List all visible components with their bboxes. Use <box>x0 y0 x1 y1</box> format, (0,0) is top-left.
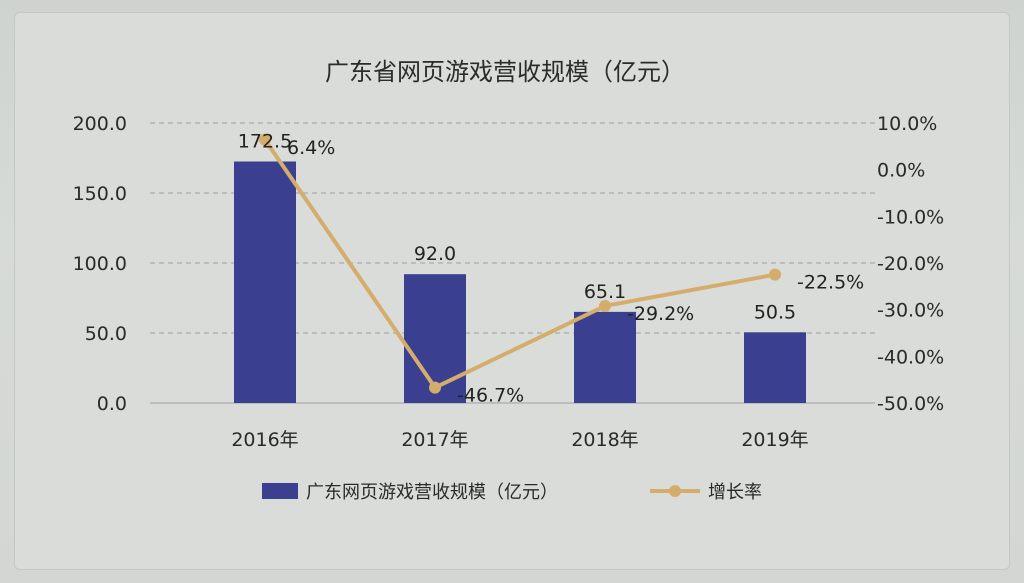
legend: 广东网页游戏营收规模（亿元） 增长率 <box>262 482 762 503</box>
left-y-axis: 0.0 50.0 100.0 150.0 200.0 <box>73 113 127 415</box>
x-tick-label: 2019年 <box>741 429 808 451</box>
line-series <box>259 133 781 394</box>
line-point <box>599 299 611 312</box>
bar <box>404 274 466 403</box>
legend-line-marker <box>669 485 681 497</box>
chart-title: 广东省网页游戏营收规模（亿元） <box>325 58 685 86</box>
growth-rate-label: -46.7% <box>457 385 524 407</box>
right-tick-label: 10.0% <box>877 113 937 135</box>
bar-series <box>234 161 806 403</box>
right-tick-label: -20.0% <box>877 253 944 275</box>
bar-value-label: 92.0 <box>414 243 456 265</box>
right-tick-label: -50.0% <box>877 393 944 415</box>
growth-rate-label: 6.4% <box>287 137 335 159</box>
right-tick-label: -30.0% <box>877 300 944 322</box>
right-y-axis: -50.0% -40.0% -30.0% -20.0% -10.0% 0.0% 10.0% <box>877 113 944 415</box>
right-tick-label: -40.0% <box>877 346 944 368</box>
bar-value-label: 172.5 <box>238 131 292 153</box>
line-point <box>429 381 441 394</box>
bar-value-label: 50.5 <box>754 301 796 323</box>
line-point <box>769 268 781 281</box>
bar <box>744 332 806 403</box>
growth-rate-label: -29.2% <box>627 303 694 325</box>
data-labels: 172.5 92.0 65.1 50.5 6.4% -46.7% -29.2% -22.5% <box>238 131 864 407</box>
left-tick-label: 200.0 <box>73 113 127 135</box>
legend-line-label: 增长率 <box>708 482 762 503</box>
left-tick-label: 100.0 <box>73 253 127 275</box>
x-tick-label: 2016年 <box>231 429 298 451</box>
chart-card <box>14 12 1010 570</box>
left-tick-label: 0.0 <box>97 393 127 415</box>
growth-line <box>263 138 776 390</box>
legend-bar-label: 广东网页游戏营收规模（亿元） <box>306 482 558 503</box>
bar <box>234 161 296 403</box>
right-tick-label: -10.0% <box>877 206 944 228</box>
bar <box>574 311 636 403</box>
x-axis: 2016年 2017年 2018年 2019年 <box>231 429 808 451</box>
x-tick-label: 2018年 <box>571 429 638 451</box>
legend-bar-swatch <box>262 483 298 499</box>
left-tick-label: 50.0 <box>85 323 127 345</box>
growth-rate-label: -22.5% <box>797 272 864 294</box>
x-tick-label: 2017年 <box>401 429 468 451</box>
line-point <box>259 133 271 146</box>
left-tick-label: 150.0 <box>73 183 127 205</box>
right-tick-label: 0.0% <box>877 160 925 182</box>
bar-value-label: 65.1 <box>584 281 626 303</box>
